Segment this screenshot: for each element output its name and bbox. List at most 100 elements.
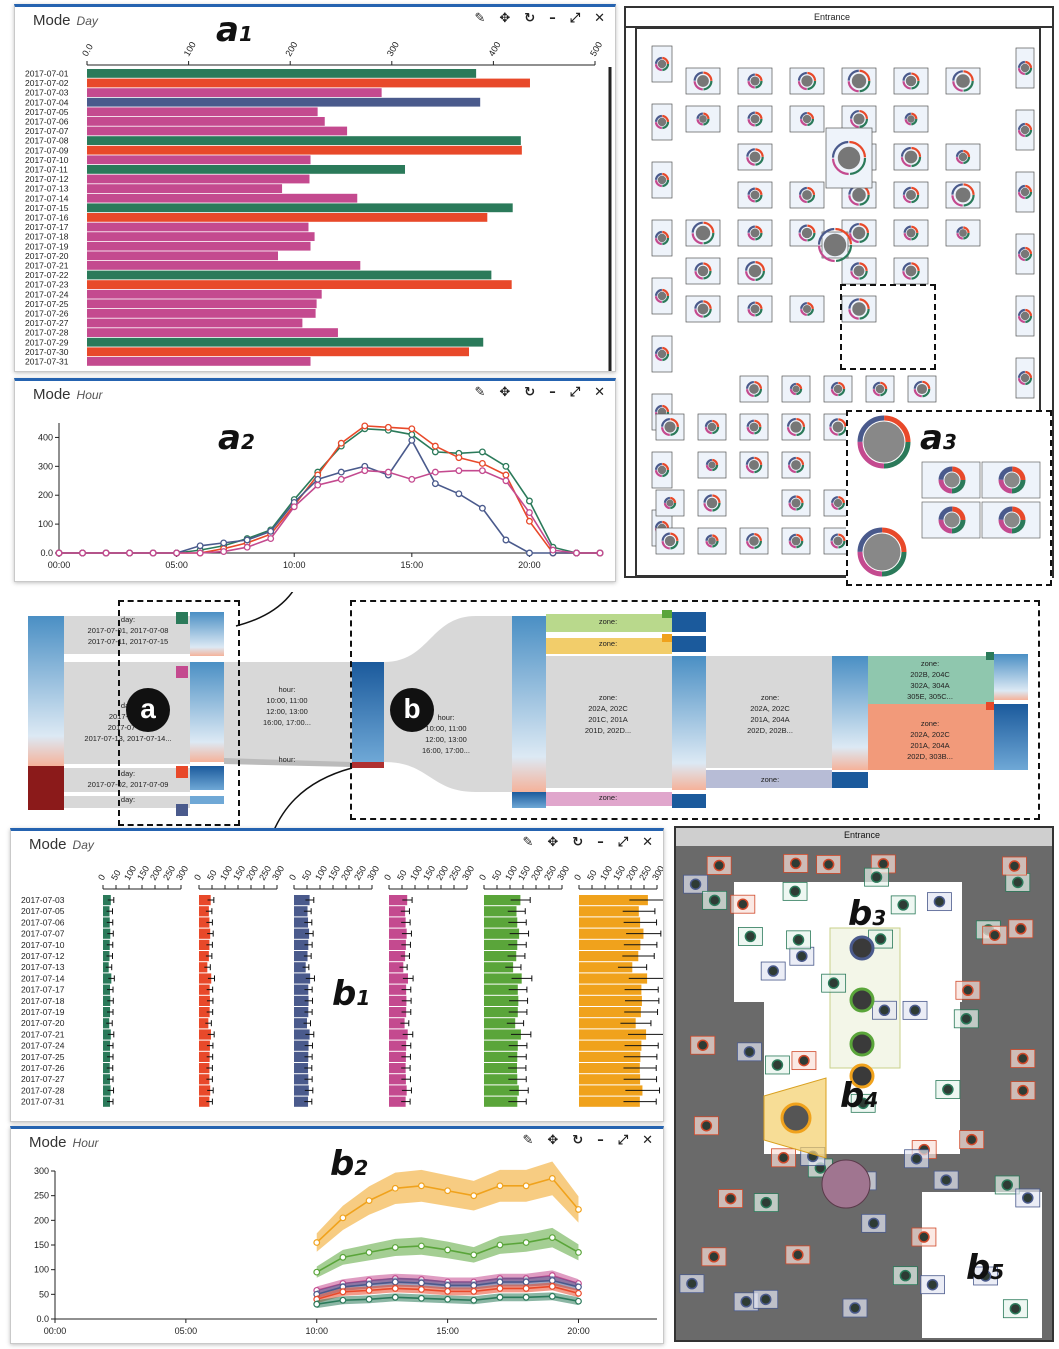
- ring: [703, 494, 721, 512]
- ring: [654, 172, 670, 188]
- bar: [484, 1063, 518, 1074]
- bar: [484, 962, 514, 973]
- refresh-icon[interactable]: ↻: [572, 835, 584, 850]
- bar: [484, 895, 521, 906]
- minimize-icon[interactable]: –: [597, 1133, 604, 1148]
- occupancy-dot: [657, 349, 667, 359]
- x-tick-label: 150: [326, 864, 342, 882]
- ring: [800, 302, 814, 316]
- ring: [747, 187, 763, 203]
- move-icon[interactable]: ✥: [547, 835, 559, 850]
- bar: [87, 78, 530, 88]
- donut-center: [863, 421, 905, 463]
- node: [352, 662, 384, 762]
- ring: [696, 112, 710, 126]
- donut-segment: [998, 466, 1026, 494]
- close-icon[interactable]: ✕: [594, 11, 605, 26]
- minimize-icon[interactable]: –: [597, 835, 604, 850]
- expand-icon[interactable]: ⤢: [569, 385, 581, 400]
- y-tick-label: 2017-07-17: [21, 985, 65, 995]
- refresh-icon[interactable]: ↻: [524, 385, 536, 400]
- pencil-icon[interactable]: ✎: [522, 1133, 534, 1148]
- y-tick-label: 2017-07-27: [21, 1074, 65, 1084]
- bar: [579, 1074, 641, 1085]
- ring: [850, 262, 868, 280]
- expand-icon[interactable]: ⤢: [617, 835, 629, 850]
- x-tick-label: 200: [529, 864, 545, 882]
- panel-title: Mode Day: [33, 12, 98, 29]
- occupancy-dot: [750, 114, 760, 124]
- ring: [654, 462, 670, 478]
- bar: [294, 951, 308, 962]
- data-point: [339, 1253, 347, 1261]
- close-icon[interactable]: ✕: [594, 385, 605, 400]
- x-tick-label: 15:00: [436, 1326, 459, 1336]
- data-point: [596, 549, 604, 557]
- bar: [389, 906, 406, 917]
- node: [832, 656, 868, 770]
- refresh-icon[interactable]: ↻: [572, 1133, 584, 1148]
- bar: [87, 165, 406, 174]
- occupancy-dot: [1020, 63, 1030, 73]
- ring: [830, 381, 846, 397]
- bar: [103, 951, 110, 962]
- y-tick-label: 2017-07-19: [21, 1007, 65, 1017]
- data-point: [243, 536, 251, 544]
- bar: [199, 1085, 211, 1096]
- y-tick-label: 2017-07-03: [25, 88, 69, 98]
- bar: [294, 1074, 309, 1085]
- bar: [87, 251, 279, 261]
- move-icon[interactable]: ✥: [499, 385, 511, 400]
- occupancy-dot: [916, 383, 928, 395]
- occupancy-dot: [853, 265, 865, 277]
- label-b2: b2: [330, 1144, 369, 1184]
- bar: [294, 906, 308, 917]
- bar: [87, 203, 513, 213]
- close-icon[interactable]: ✕: [642, 1133, 653, 1148]
- x-tick-label: 200: [434, 864, 450, 882]
- bar: [294, 1040, 309, 1051]
- bar: [87, 136, 521, 145]
- ring: [745, 456, 763, 474]
- bar: [484, 973, 522, 984]
- x-tick-label: 00:00: [48, 560, 71, 570]
- sankey-label: zone:: [599, 693, 617, 702]
- occupancy-dot: [666, 499, 674, 507]
- move-icon[interactable]: ✥: [499, 11, 511, 26]
- seat-marker: [760, 1196, 772, 1209]
- bar: [484, 1074, 518, 1085]
- bar: [87, 309, 316, 318]
- ring: [956, 226, 970, 240]
- minimize-icon[interactable]: –: [549, 11, 556, 26]
- data-point: [470, 1296, 478, 1304]
- bar: [87, 241, 311, 251]
- data-point: [496, 1241, 504, 1249]
- close-icon[interactable]: ✕: [642, 835, 653, 850]
- data-point: [496, 1182, 504, 1190]
- occupancy-dot: [837, 146, 861, 170]
- y-tick-label: 2017-07-12: [21, 951, 65, 961]
- bar: [103, 1074, 111, 1085]
- chart-a2: 0.0 100 200 300 400 00:00 05:00 10:00 15:00 20:00: [38, 422, 604, 570]
- pencil-icon[interactable]: ✎: [474, 385, 486, 400]
- y-tick-label: 2017-07-12: [25, 174, 69, 184]
- expand-icon[interactable]: ⤢: [617, 1133, 629, 1148]
- y-tick-label: 2017-07-18: [21, 996, 65, 1006]
- sankey-label: 201D, 202D...: [585, 726, 631, 735]
- y-tick-label: 2017-07-18: [25, 232, 69, 242]
- seat-marker: [849, 935, 875, 961]
- bar: [103, 1007, 111, 1018]
- pencil-icon[interactable]: ✎: [522, 835, 534, 850]
- ring: [1017, 308, 1033, 324]
- pencil-icon[interactable]: ✎: [474, 11, 486, 26]
- bar: [103, 1018, 110, 1029]
- move-icon[interactable]: ✥: [547, 1133, 559, 1148]
- sankey-label: 2017-07-13, 2017-07-14...: [84, 734, 171, 743]
- x-tick-label: 0.0: [80, 42, 95, 58]
- panel-title: Mode Hour: [33, 386, 103, 403]
- refresh-icon[interactable]: ↻: [524, 11, 536, 26]
- expand-icon[interactable]: ⤢: [569, 11, 581, 26]
- bar: [87, 88, 382, 97]
- y-tick-label: 2017-07-22: [25, 270, 69, 280]
- minimize-icon[interactable]: –: [549, 385, 556, 400]
